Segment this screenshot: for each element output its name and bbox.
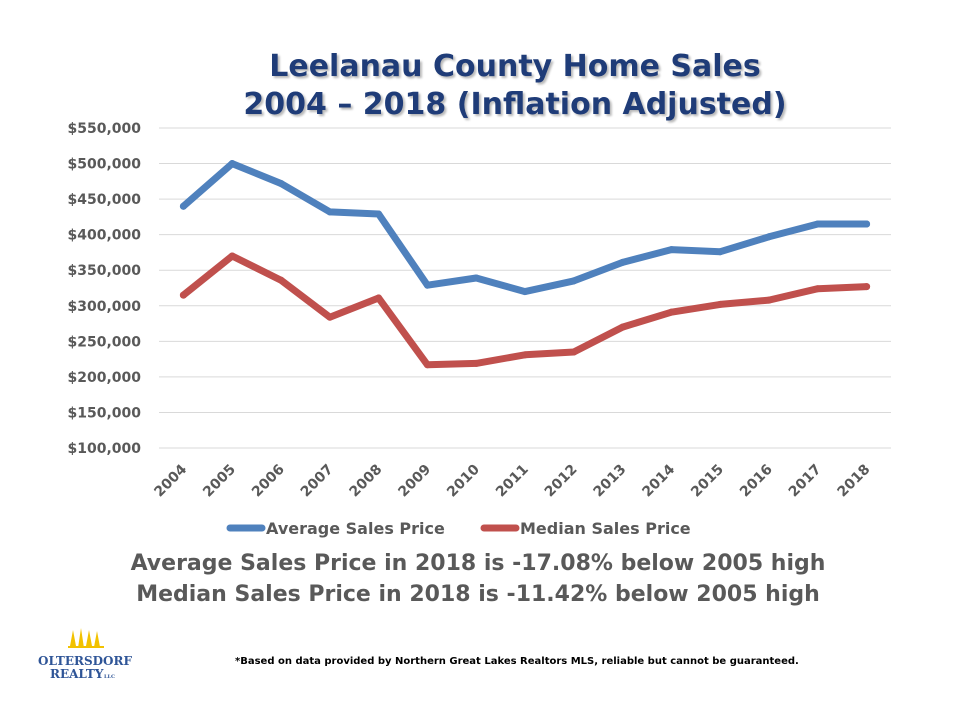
data-point — [716, 300, 724, 308]
data-point — [863, 220, 871, 228]
y-tick-label: $500,000 — [67, 157, 141, 173]
data-point — [423, 361, 431, 369]
data-point — [375, 294, 383, 302]
x-tick-label: 2005 — [200, 462, 239, 501]
logo-name-line-2: REALTY — [50, 667, 104, 681]
data-point — [765, 296, 773, 304]
logo-name-line-1: OLTERSDORF — [38, 654, 132, 668]
data-point — [277, 179, 285, 187]
data-point — [326, 208, 334, 216]
legend-label: Average Sales Price — [266, 519, 445, 538]
data-point — [667, 308, 675, 316]
data-point — [814, 220, 822, 228]
chart-title-line-2: 2004 – 2018 (Inflation Adjusted) — [243, 87, 787, 122]
data-point — [716, 248, 724, 256]
data-point — [326, 313, 334, 321]
x-tick-label: 2013 — [591, 462, 630, 501]
y-tick-label: $100,000 — [67, 441, 141, 457]
logo-suffix: LLC — [104, 674, 115, 680]
median-price-summary: Median Sales Price in 2018 is -11.42% be… — [136, 582, 820, 607]
data-point — [228, 252, 236, 260]
data-point — [521, 288, 529, 296]
x-tick-label: 2016 — [737, 462, 776, 501]
x-tick-label: 2015 — [688, 462, 727, 501]
x-tick-label: 2018 — [835, 462, 874, 501]
data-point — [179, 291, 187, 299]
data-point — [814, 285, 822, 293]
data-point — [179, 202, 187, 210]
series-line-median-sales-price — [179, 252, 871, 369]
y-tick-label: $250,000 — [67, 334, 141, 350]
data-point — [472, 359, 480, 367]
x-tick-label: 2007 — [298, 462, 337, 501]
chart-title: Leelanau County Home Sales 2004 – 2018 (… — [0, 48, 960, 124]
data-point — [570, 348, 578, 356]
x-tick-label: 2004 — [151, 461, 190, 500]
x-tick-label: 2011 — [493, 462, 532, 501]
line-chart: $100,000 $150,000 $200,000 $250,000 $300,000… — [67, 121, 891, 538]
x-tick-label: 2012 — [542, 462, 581, 501]
legend-label: Median Sales Price — [520, 519, 691, 538]
data-point — [375, 210, 383, 218]
series-line-average-sales-price — [179, 160, 871, 296]
data-point — [228, 160, 236, 168]
data-point — [570, 277, 578, 285]
x-tick-label: 2008 — [347, 462, 386, 501]
y-tick-label: $450,000 — [67, 192, 141, 208]
x-tick-label: 2014 — [639, 461, 678, 500]
data-point — [277, 276, 285, 284]
data-point — [423, 281, 431, 289]
pine-trees-icon — [68, 628, 104, 648]
data-source-footnote: *Based on data provided by Northern Grea… — [235, 656, 799, 667]
y-tick-label: $350,000 — [67, 263, 141, 279]
x-tick-label: 2010 — [444, 461, 483, 500]
y-tick-label: $400,000 — [67, 228, 141, 244]
x-tick-label: 2009 — [395, 462, 434, 501]
x-tick-label: 2006 — [249, 462, 288, 501]
average-price-summary: Average Sales Price in 2018 is -17.08% b… — [130, 551, 826, 576]
y-tick-label: $150,000 — [67, 405, 141, 421]
data-point — [472, 274, 480, 282]
y-tick-label: $200,000 — [67, 370, 141, 386]
data-point — [619, 323, 627, 331]
company-logo: OLTERSDORF REALTY LLC — [38, 628, 132, 681]
x-tick-label: 2017 — [786, 462, 825, 501]
data-point — [667, 246, 675, 254]
y-tick-label: $300,000 — [67, 299, 141, 315]
chart-title-line-1: Leelanau County Home Sales — [269, 49, 761, 84]
data-point — [863, 283, 871, 291]
data-point — [619, 258, 627, 266]
data-point — [765, 233, 773, 241]
data-point — [521, 351, 529, 359]
y-tick-label: $550,000 — [67, 121, 141, 137]
